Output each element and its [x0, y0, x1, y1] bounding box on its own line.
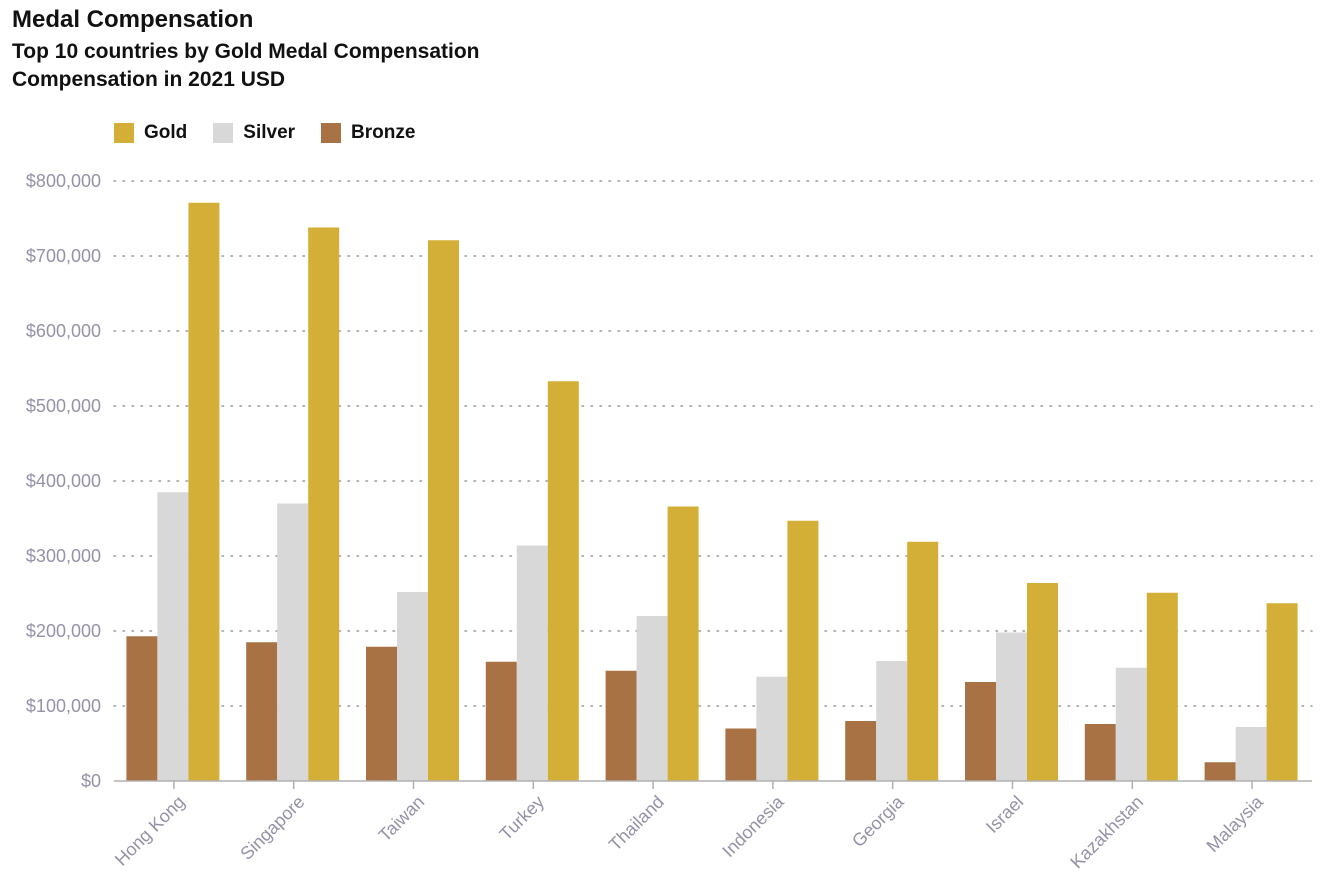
legend-label-gold: Gold — [144, 122, 188, 143]
bar-bronze — [725, 728, 757, 781]
legend-item-gold: Gold — [114, 122, 187, 144]
bar-silver — [397, 592, 428, 781]
y-tick-label: $200,000 — [26, 621, 101, 641]
bar-silver — [756, 676, 788, 781]
x-tick-label: Malaysia — [1203, 791, 1268, 856]
bar-gold — [428, 240, 459, 781]
legend-label-bronze: Bronze — [351, 122, 416, 143]
bar-bronze — [1204, 762, 1236, 781]
chart-subtitle-units: Compensation in 2021 USD — [12, 68, 286, 91]
bar-gold — [308, 227, 340, 781]
bar-bronze — [366, 646, 397, 781]
legend-label-silver: Silver — [243, 122, 296, 143]
y-tick-label: $400,000 — [26, 471, 101, 491]
bar-silver — [996, 632, 1027, 781]
bar-gold — [188, 202, 220, 781]
bar-gold — [1027, 583, 1058, 781]
bar-bronze — [485, 661, 517, 781]
bar-bronze — [845, 721, 877, 781]
y-tick-label: $800,000 — [26, 171, 101, 191]
bar-bronze — [246, 642, 278, 781]
x-tick-label: Georgia — [848, 791, 908, 851]
x-tick-label: Turkey — [496, 792, 549, 845]
bar-silver — [157, 492, 189, 781]
chart-legend: Gold Silver Bronze — [114, 122, 441, 144]
bar-silver — [1235, 727, 1267, 781]
legend-item-bronze: Bronze — [321, 122, 415, 144]
x-axis: Hong Kong Singapore Taiwan Turkey Thailand In… — [111, 780, 1312, 873]
bar-gold — [667, 506, 699, 781]
bar-gold — [907, 541, 939, 781]
legend-swatch-gold — [114, 123, 134, 143]
chart-subtitle: Top 10 countries by Gold Medal Compensat… — [12, 40, 480, 63]
legend-swatch-bronze — [321, 123, 342, 143]
bar-bronze — [965, 682, 996, 781]
bar-gold — [1146, 592, 1178, 781]
x-tick-label: Kazakhstan — [1066, 792, 1147, 873]
y-axis: $0 $100,000 $200,000 $300,000 $400,000 $500,0… — [26, 171, 101, 791]
legend-swatch-silver — [213, 123, 234, 143]
legend-item-silver: Silver — [213, 122, 295, 144]
x-tick-label: Indonesia — [718, 791, 788, 861]
y-tick-label: $600,000 — [26, 321, 101, 341]
bar-silver — [277, 503, 309, 781]
bar-bronze — [605, 670, 637, 781]
x-tick-label: Israel — [982, 792, 1027, 837]
chart-title: Medal Compensation — [12, 6, 254, 33]
bar-silver — [516, 545, 548, 781]
y-tick-label: $500,000 — [26, 396, 101, 416]
y-tick-label: $0 — [81, 771, 101, 791]
x-tick-label: Thailand — [605, 792, 668, 855]
bar-silver — [1115, 667, 1147, 781]
bar-gold — [787, 520, 819, 781]
bars — [126, 202, 1298, 781]
bar-silver — [636, 616, 668, 781]
x-tick-label: Singapore — [236, 792, 308, 864]
y-tick-label: $100,000 — [26, 696, 101, 716]
bar-silver — [876, 661, 908, 781]
bar-gold — [1266, 603, 1298, 781]
y-tick-label: $700,000 — [26, 246, 101, 266]
x-tick-label: Taiwan — [375, 792, 429, 846]
bar-gold — [547, 381, 579, 781]
bar-bronze — [126, 636, 158, 781]
y-tick-label: $300,000 — [26, 546, 101, 566]
x-tick-label: Hong Kong — [111, 792, 189, 870]
bar-bronze — [1084, 724, 1116, 781]
